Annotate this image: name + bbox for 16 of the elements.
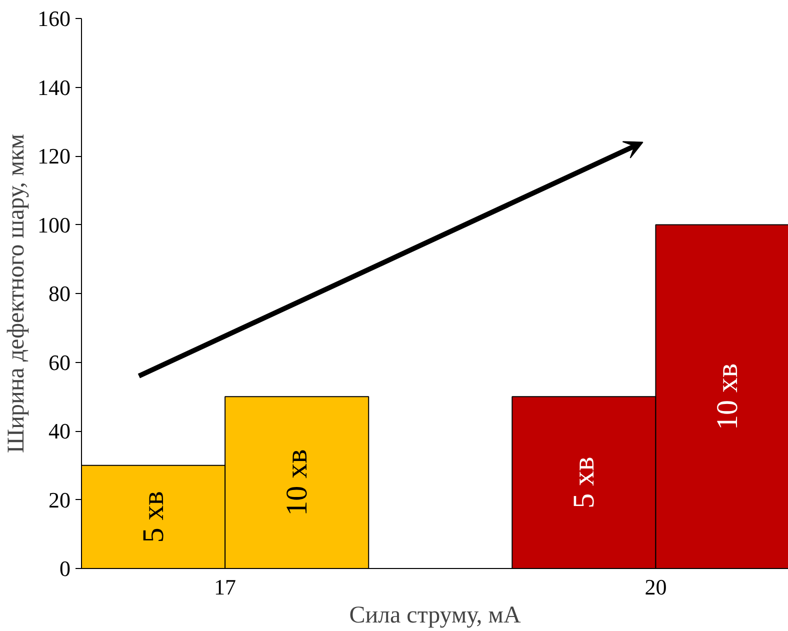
series-label: 10 хв bbox=[710, 363, 744, 430]
series-label: 5 хв bbox=[136, 491, 170, 543]
y-axis-title: Ширина дефектного шару, мкм bbox=[4, 134, 30, 454]
text: 5 хв bbox=[567, 456, 600, 508]
y-tick-label: 40 bbox=[48, 418, 70, 444]
x-axis-title: Сила струму, мА bbox=[349, 602, 522, 628]
y-tick-label: 160 bbox=[38, 6, 70, 31]
y-tick-label: 0 bbox=[60, 556, 70, 581]
y-tick-label: 60 bbox=[48, 350, 70, 375]
text: 10 хв bbox=[280, 449, 314, 516]
y-tick-label: 100 bbox=[38, 212, 70, 238]
y-tick-label: 140 bbox=[38, 74, 70, 100]
y-tick-label: 20 bbox=[48, 487, 70, 512]
y-tick-label: 120 bbox=[38, 144, 70, 168]
y-tick-label: 80 bbox=[48, 281, 70, 306]
x-tick-label: 17 bbox=[214, 574, 236, 600]
